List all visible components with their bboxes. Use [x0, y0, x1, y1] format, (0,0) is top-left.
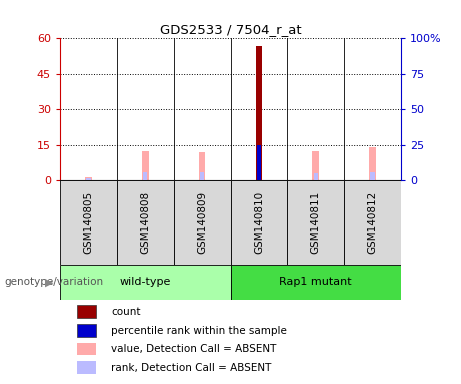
Bar — [143, 172, 148, 180]
Text: GSM140808: GSM140808 — [140, 191, 150, 254]
Bar — [200, 172, 204, 180]
Bar — [86, 178, 91, 180]
Text: rank, Detection Call = ABSENT: rank, Detection Call = ABSENT — [111, 363, 272, 373]
Bar — [142, 151, 148, 180]
Title: GDS2533 / 7504_r_at: GDS2533 / 7504_r_at — [160, 23, 301, 36]
Bar — [174, 180, 230, 265]
Text: count: count — [111, 307, 141, 317]
Text: GSM140810: GSM140810 — [254, 191, 264, 254]
Text: Rap1 mutant: Rap1 mutant — [279, 277, 352, 287]
Text: ▶: ▶ — [45, 277, 53, 287]
Text: GSM140812: GSM140812 — [367, 191, 378, 254]
Bar — [344, 180, 401, 265]
Bar — [77, 343, 96, 355]
Bar — [255, 107, 262, 180]
Bar — [199, 152, 206, 180]
Bar — [230, 265, 401, 300]
Bar — [60, 265, 230, 300]
Bar — [257, 145, 261, 180]
Bar — [230, 180, 287, 265]
Bar — [117, 180, 174, 265]
Text: GSM140809: GSM140809 — [197, 191, 207, 254]
Bar — [313, 151, 319, 180]
Bar — [369, 147, 376, 180]
Bar — [313, 174, 318, 180]
Bar — [370, 172, 375, 180]
Bar — [85, 177, 92, 180]
Bar — [287, 180, 344, 265]
Bar — [60, 180, 117, 265]
Bar — [256, 45, 262, 180]
Bar — [77, 361, 96, 374]
Text: genotype/variation: genotype/variation — [5, 277, 104, 287]
Text: value, Detection Call = ABSENT: value, Detection Call = ABSENT — [111, 344, 277, 354]
Text: GSM140811: GSM140811 — [311, 191, 321, 254]
Text: percentile rank within the sample: percentile rank within the sample — [111, 326, 287, 336]
Bar — [77, 324, 96, 337]
Text: wild-type: wild-type — [119, 277, 171, 287]
Bar — [77, 305, 96, 318]
Text: GSM140805: GSM140805 — [83, 191, 94, 254]
